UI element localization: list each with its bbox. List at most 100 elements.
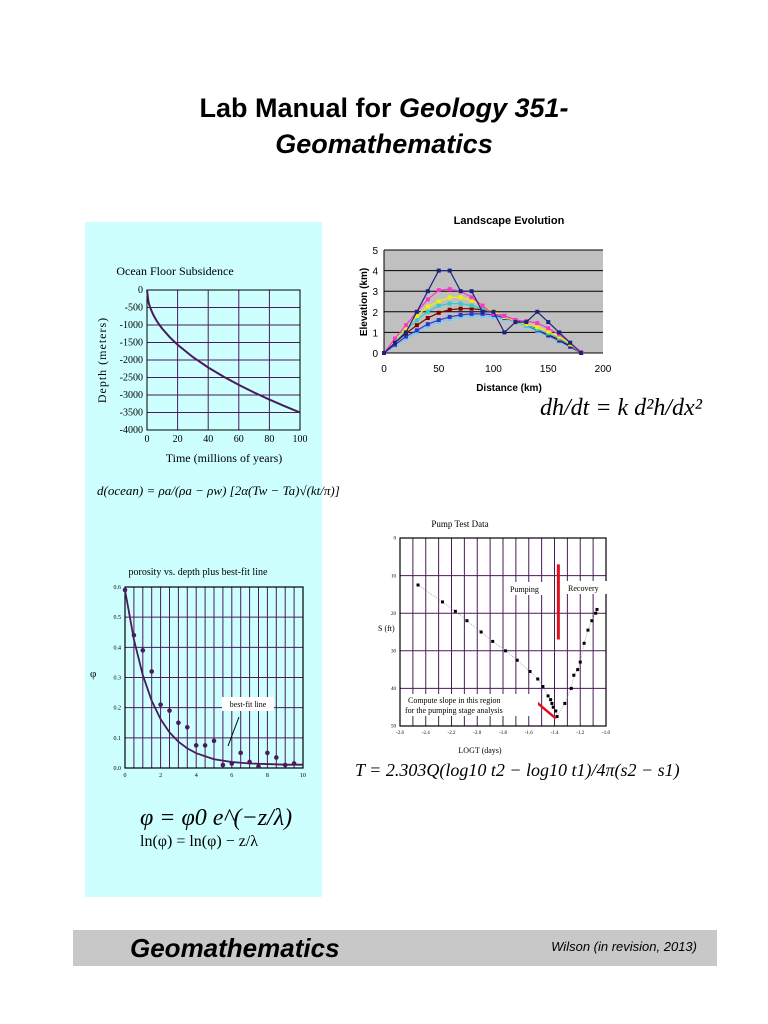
landscape-data-point bbox=[447, 301, 452, 306]
annotation-pointer bbox=[227, 716, 240, 747]
landscape-data-point bbox=[491, 311, 496, 316]
landscape-data-point bbox=[546, 329, 551, 334]
landscape-data-point bbox=[469, 313, 474, 318]
pump-ytick-label: 10 bbox=[391, 574, 397, 579]
landscape-data-point bbox=[524, 322, 529, 327]
pump-data-point bbox=[569, 686, 573, 690]
ocean-xtick-label: 20 bbox=[173, 434, 183, 445]
landscape-data-point bbox=[436, 299, 441, 304]
pump-data-point bbox=[550, 701, 554, 705]
landscape-data-point bbox=[403, 334, 408, 339]
landscape-xtick-label: 0 bbox=[381, 364, 387, 375]
landscape-data-point bbox=[447, 307, 452, 312]
pump-data-point bbox=[555, 715, 559, 719]
landscape-data-point bbox=[425, 324, 430, 329]
porosity-data-point bbox=[158, 702, 163, 707]
landscape-data-point bbox=[447, 314, 452, 319]
pump-xtick-label: -2.2 bbox=[448, 731, 456, 736]
porosity-ytick-label: 0.6 bbox=[114, 585, 122, 591]
landscape-data-point bbox=[458, 306, 463, 311]
diffusion-equation: dh/dt = k d²h/dx² bbox=[540, 395, 702, 421]
ocean-ytick-label: -1500 bbox=[120, 338, 143, 349]
landscape-ytick-label: 2 bbox=[372, 308, 378, 319]
ocean-xtick-label: 80 bbox=[264, 434, 274, 445]
pump-data-point bbox=[440, 600, 444, 604]
note-bg bbox=[406, 694, 538, 716]
pump-yaxis-label: S (ft) bbox=[378, 624, 395, 633]
pump-xtick-label: -1.2 bbox=[576, 731, 584, 736]
pump-data-point bbox=[572, 673, 576, 677]
landscape-ytick-label: 4 bbox=[372, 267, 378, 278]
pump-data-point bbox=[453, 609, 457, 613]
landscape-data-point bbox=[480, 306, 485, 311]
landscape-data-point bbox=[546, 326, 551, 331]
best-fit-annotation: best-fit line bbox=[230, 700, 267, 709]
landscape-data-point bbox=[392, 342, 397, 347]
landscape-data-point bbox=[414, 313, 419, 318]
landscape-data-point bbox=[480, 311, 485, 316]
porosity-data-point bbox=[202, 743, 208, 748]
porosity-data-point bbox=[122, 587, 128, 593]
best-fit-line bbox=[124, 589, 303, 766]
landscape-data-point bbox=[414, 318, 419, 323]
landscape-chart-title: Landscape Evolution bbox=[454, 215, 565, 227]
porosity-data-point bbox=[167, 708, 172, 713]
porosity-ytick-label: 0.1 bbox=[114, 736, 122, 742]
landscape-data-point bbox=[447, 268, 452, 273]
landscape-data-point bbox=[414, 328, 419, 333]
ocean-chart-title: Ocean Floor Subsidence bbox=[116, 264, 233, 278]
porosity-data-point bbox=[282, 762, 288, 768]
landscape-data-point bbox=[469, 311, 474, 316]
pump-data-point bbox=[515, 658, 519, 662]
landscape-ytick-label: 0 bbox=[372, 349, 378, 360]
landscape-data-point bbox=[458, 314, 463, 319]
porosity-data-point bbox=[211, 738, 217, 744]
porosity-data-point bbox=[131, 632, 137, 638]
landscape-data-point bbox=[414, 323, 419, 328]
pump-data-point bbox=[549, 698, 553, 702]
ocean-yaxis-label: Depth (meters) bbox=[95, 317, 109, 403]
landscape-data-point bbox=[447, 317, 452, 322]
porosity-data-point bbox=[229, 761, 235, 766]
ocean-equation: d(ocean) = ρa/(ρa − ρw) [2α(Tw − Ta)√(kt… bbox=[97, 483, 340, 498]
landscape-data-point bbox=[436, 320, 441, 325]
document-title: Lab Manual for Geology 351- Geomathemati… bbox=[0, 90, 768, 162]
porosity-yaxis-label: φ bbox=[90, 668, 96, 680]
porosity-ytick-label: 0.5 bbox=[114, 615, 122, 621]
slope-note-line1: Compute slope in this region bbox=[408, 696, 500, 705]
pump-data-point bbox=[554, 709, 558, 713]
landscape-ytick-label: 3 bbox=[372, 287, 378, 298]
porosity-data-point bbox=[193, 743, 199, 748]
landscape-xtick-label: 100 bbox=[485, 364, 502, 375]
pump-xtick-label: -1.8 bbox=[499, 731, 507, 736]
pump-data-point bbox=[594, 611, 598, 615]
pumping-label-bg bbox=[508, 582, 550, 595]
porosity-data-point bbox=[140, 648, 146, 653]
ocean-ytick-label: -3000 bbox=[120, 390, 143, 401]
pump-data-point bbox=[546, 694, 550, 698]
landscape-data-point bbox=[447, 287, 452, 292]
landscape-data-point bbox=[469, 295, 474, 300]
pump-xtick-label: -2.4 bbox=[422, 731, 430, 736]
porosity-xtick-label: 0 bbox=[124, 773, 127, 779]
pump-data-point bbox=[416, 583, 420, 587]
landscape-data-point bbox=[403, 336, 408, 341]
landscape-data-point bbox=[469, 298, 474, 303]
landscape-data-point bbox=[480, 303, 485, 308]
landscape-data-point bbox=[425, 322, 430, 327]
landscape-data-point bbox=[535, 309, 540, 314]
landscape-data-point bbox=[480, 313, 485, 318]
porosity-xtick-label: 8 bbox=[266, 773, 269, 779]
landscape-data-point bbox=[403, 328, 408, 333]
recovery-label: Recovery bbox=[568, 584, 599, 593]
title-subject: Geomathematics bbox=[275, 129, 493, 159]
porosity-ytick-label: 0.3 bbox=[114, 676, 122, 682]
pump-ytick-label: 0 bbox=[394, 537, 397, 542]
pumping-label: Pumping bbox=[510, 585, 539, 594]
pump-data-point bbox=[536, 677, 540, 681]
landscape-data-point bbox=[491, 309, 496, 314]
pump-data-point bbox=[578, 660, 582, 664]
pump-data-point bbox=[586, 628, 590, 632]
porosity-xtick-label: 10 bbox=[300, 773, 306, 779]
landscape-data-point bbox=[513, 320, 518, 325]
